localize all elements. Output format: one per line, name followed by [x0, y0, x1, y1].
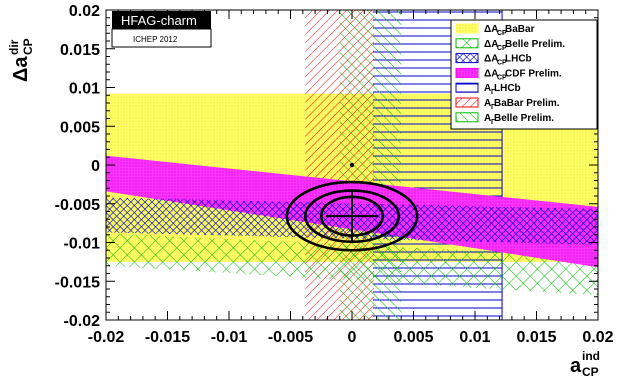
y-tick-label: -0.015 — [55, 274, 100, 291]
y-axis-main: Δa — [10, 56, 32, 82]
legend-label: ΔA — [484, 39, 498, 50]
legend-label-sub: CP — [497, 74, 507, 81]
x-tick-label: -0.015 — [145, 329, 190, 346]
y-tick-label: -0.02 — [64, 313, 101, 330]
logo-dark-box — [112, 11, 211, 29]
legend-label: ΔA — [484, 54, 498, 65]
y-tick-label: -0.01 — [64, 236, 101, 253]
legend-label-rest: BaBar Prelim. — [494, 98, 560, 109]
legend-label-rest: Belle Prelim. — [505, 39, 565, 50]
legend-label: A — [484, 113, 491, 124]
legend-swatch — [455, 112, 479, 123]
x-tick-label: -0.005 — [268, 329, 313, 346]
x-axis-sup: ind — [582, 349, 600, 363]
legend-swatch — [455, 53, 479, 64]
legend-swatch — [455, 67, 479, 78]
y-tick-label: 0.005 — [60, 119, 100, 136]
x-tick-label: 0 — [348, 329, 357, 346]
legend-label: ΔA — [484, 24, 498, 35]
legend-label-sub: Γ — [491, 104, 496, 111]
logo-light-box — [111, 28, 212, 48]
legend-label-sub: Γ — [491, 89, 496, 96]
hfag-logo: HFAG-charm ICHEP 2012 — [111, 11, 212, 48]
y-tick-label: 0 — [91, 158, 100, 175]
x-tick-label: -0.01 — [211, 329, 248, 346]
logo-title: HFAG-charm — [121, 13, 197, 28]
legend-label-rest: LHCb — [505, 54, 532, 65]
legend-label-rest: CDF Prelim. — [505, 68, 562, 79]
legend-label-sub: Γ — [491, 119, 496, 126]
legend-swatch — [455, 82, 479, 93]
legend-swatch — [455, 97, 479, 108]
x-tick-label: 0.01 — [459, 329, 490, 346]
y-tick-label: -0.005 — [55, 197, 100, 214]
y-tick-label: 0.015 — [60, 42, 100, 59]
legend-label-rest: LHCb — [494, 83, 521, 94]
logo-subtitle: ICHEP 2012 — [133, 35, 178, 44]
x-tick-label: 0.015 — [516, 329, 556, 346]
y-axis-sub: CP — [21, 38, 35, 55]
legend-label-rest: Belle Prelim. — [494, 113, 554, 124]
legend-label-sub: CP — [497, 45, 507, 52]
tick-labels: -0.02 -0.015 -0.01 -0.005 0 0.005 0.01 0.015 0.0… — [55, 3, 614, 346]
x-tick-label: 0.02 — [582, 329, 613, 346]
legend-label-sub: CP — [497, 30, 507, 37]
legend-label: A — [484, 98, 491, 109]
legend-label: A — [484, 83, 491, 94]
band-belle-deltaacp — [106, 233, 598, 296]
y-tick-label: 0.01 — [69, 81, 100, 98]
x-axis-title: a ind CP — [570, 349, 600, 379]
contours — [285, 162, 419, 252]
no-cpv-point — [349, 162, 355, 168]
legend-label-rest: BaBar — [505, 24, 535, 35]
contour-3 — [285, 180, 419, 252]
legend-label: ΔA — [484, 68, 498, 79]
y-axis-title: Δa dir CP — [7, 38, 35, 82]
y-axis-sup: dir — [7, 39, 21, 55]
x-tick-label: -0.02 — [88, 329, 125, 346]
y-tick-label: 0.02 — [69, 3, 100, 20]
x-axis-sub: CP — [582, 365, 599, 379]
x-tick-label: 0.005 — [393, 329, 433, 346]
x-axis-main: a — [570, 355, 582, 377]
legend-label-sub: CP — [497, 60, 507, 67]
legend-swatch — [455, 23, 479, 34]
legend-swatch — [455, 38, 479, 49]
